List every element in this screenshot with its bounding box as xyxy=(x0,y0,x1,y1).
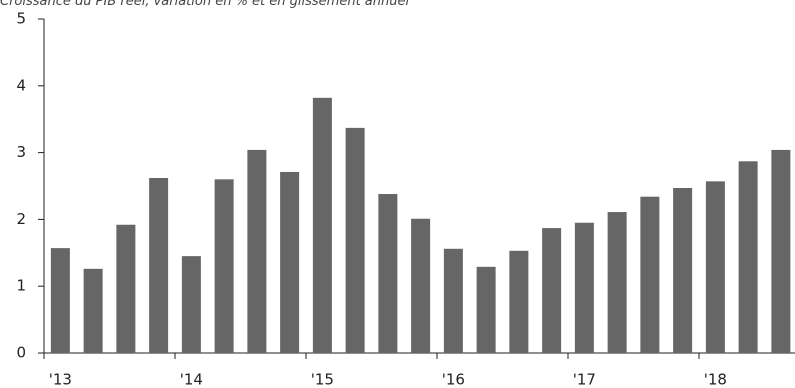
x-tick-label: '18 xyxy=(704,371,727,388)
bar xyxy=(574,222,594,353)
bar xyxy=(312,97,332,353)
y-tick-label: 5 xyxy=(16,10,26,28)
y-tick-label: 4 xyxy=(16,76,26,94)
bar xyxy=(149,177,169,353)
x-tick-label: '17 xyxy=(573,371,596,388)
bar xyxy=(411,218,431,353)
x-tick-label: '16 xyxy=(442,371,465,388)
bar xyxy=(673,188,693,353)
y-tick-label: 3 xyxy=(16,143,26,161)
bar xyxy=(509,250,529,353)
bar xyxy=(345,127,365,353)
bar xyxy=(705,181,725,353)
bar xyxy=(83,268,103,353)
bar xyxy=(738,161,758,353)
x-tick-label: '13 xyxy=(49,371,72,388)
bar xyxy=(280,171,300,353)
bar xyxy=(443,248,463,353)
bar xyxy=(247,149,267,353)
bar xyxy=(542,228,562,353)
bar xyxy=(771,149,791,353)
bar xyxy=(181,256,201,353)
bar xyxy=(378,194,398,353)
x-tick-label: '14 xyxy=(180,371,203,388)
y-tick-label: 0 xyxy=(16,344,26,362)
x-tick-label: '15 xyxy=(311,371,334,388)
y-tick-label: 1 xyxy=(16,277,26,295)
bar xyxy=(476,266,496,353)
bar xyxy=(116,224,136,353)
y-tick-label: 2 xyxy=(16,210,26,228)
bar xyxy=(50,248,70,353)
bar xyxy=(607,212,627,353)
bar xyxy=(214,179,234,353)
bar xyxy=(640,196,660,353)
chart-title: Croissance du PIB réel, variation en % e… xyxy=(0,0,409,9)
